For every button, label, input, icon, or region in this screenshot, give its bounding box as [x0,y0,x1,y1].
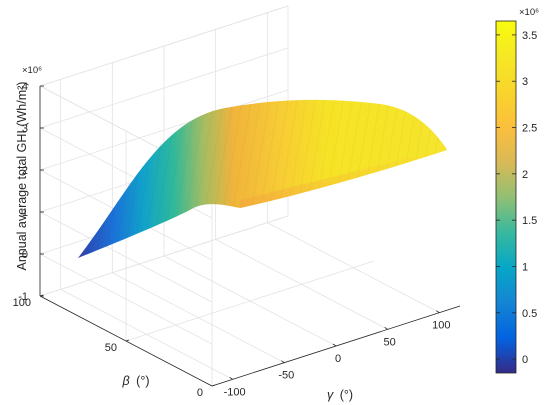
x-tick-mark [281,360,285,363]
grid-line-y [125,260,375,342]
y-axis-unit: (°) [136,374,149,388]
x-axis-label: γ (°) [327,388,353,402]
colorbar-tick-label: 1 [522,261,528,273]
colorbar-multiplier: ×10⁶ [519,7,539,18]
surface-mesh-line [102,99,134,259]
colorbar-tick-label: 0.5 [522,308,537,320]
x-tick-mark [436,310,440,313]
axes [39,85,461,387]
surface-patch [78,99,447,259]
colorbar-gradient [495,20,517,374]
grid-line-edge [39,5,289,87]
z-tick-label: 2 [22,165,28,177]
surface-mesh-line [78,99,88,259]
colorbar-tick-label: 2 [522,169,528,181]
z-tick-label: 0 [22,249,28,261]
x-tick-label: -100 [224,386,246,398]
surface-mesh-line [415,99,447,259]
z-axis-label: Annual average total GHI (Wh/m²) [15,82,29,271]
colorbar-ticks: 0 0.5 1 1.5 2 2.5 3 3.5 [496,30,537,366]
z-tick-label: -1 [18,291,28,303]
x-tick-mark [229,377,233,380]
surface-front-shade [240,148,447,208]
x-axis-unit: (°) [340,388,353,402]
x-tick-mark [332,343,337,347]
axis-labels: ×10⁶ Annual average total GHI (Wh/m²) β … [15,65,353,402]
x-tick-label: 100 [432,320,450,332]
z-axis-multiplier: ×10⁶ [22,65,42,76]
z-tick-label: 1 [22,207,28,219]
colorbar-tick-label: 2.5 [522,123,537,135]
x-tick-mark [384,327,388,330]
z-tick-label: 4 [22,81,28,93]
y-tick-mark [125,339,130,342]
y-tick-mark [211,384,216,387]
colorbar: ×10⁶ 0 0.5 1 1.5 2 2.5 3 3.5 [495,7,539,374]
y-tick-label: 100 [13,297,31,309]
z-tick-label: 3 [22,123,28,135]
surface [78,99,447,259]
colorbar-tick-label: 3 [522,76,528,88]
x-axis-symbol: γ [327,388,334,402]
y-axis-symbol: β [122,374,130,388]
x-tick-label: 50 [384,336,396,348]
colorbar-tick-label: 3.5 [522,30,537,42]
x-tick-label: 0 [335,353,341,365]
y-axis-label: β (°) [122,374,150,388]
colorbar-tick-label: 1.5 [522,215,537,227]
y-tick-label: 50 [105,342,117,354]
x-tick-label: -50 [278,370,294,382]
grid-line-y [39,215,289,297]
colorbar-tick-label: 0 [522,354,528,366]
y-tick-label: 0 [197,387,203,399]
